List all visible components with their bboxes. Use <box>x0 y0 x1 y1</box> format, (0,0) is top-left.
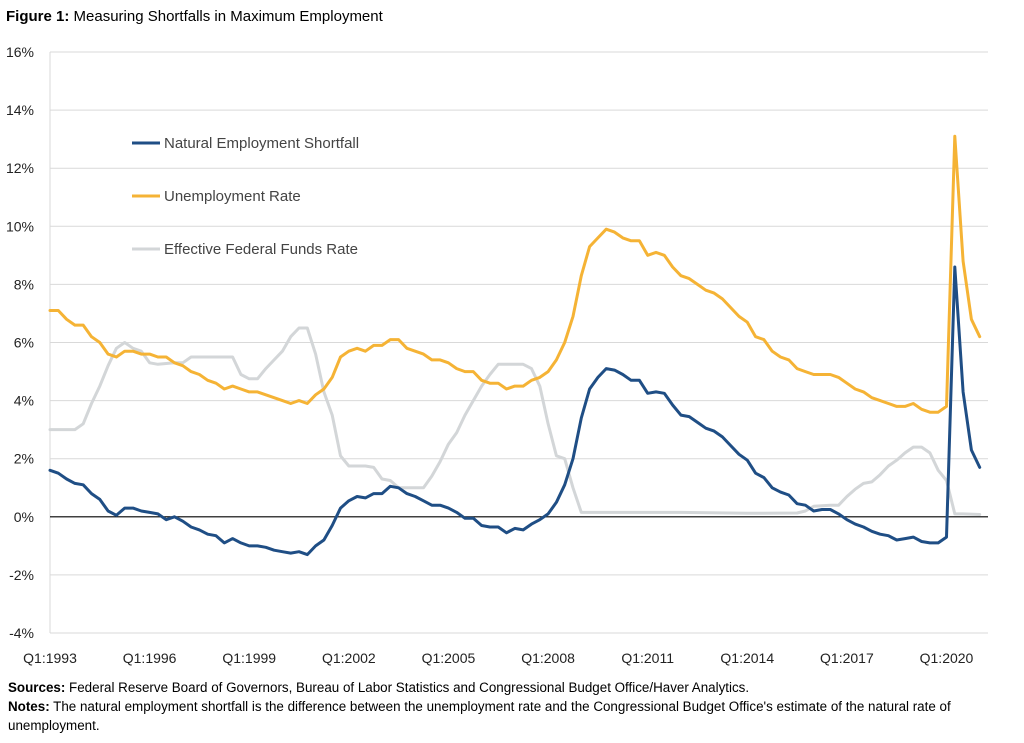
gridlines <box>49 51 988 634</box>
y-tick-label: 14% <box>6 102 34 118</box>
x-tick-label: Q1:2020 <box>920 650 974 666</box>
series-lines <box>48 134 982 557</box>
x-tick-label: Q1:1999 <box>222 650 276 666</box>
x-tick-label: Q1:2002 <box>322 650 376 666</box>
y-tick-label: 6% <box>14 335 34 351</box>
y-tick-label: 10% <box>6 218 34 234</box>
notes-label: Notes: <box>8 699 50 714</box>
footer-notes: Sources: Federal Reserve Board of Govern… <box>8 678 1013 735</box>
series-line-unemployment <box>48 134 982 414</box>
x-tick-label: Q1:2017 <box>820 650 874 666</box>
sources-line: Sources: Federal Reserve Board of Govern… <box>8 678 1013 697</box>
x-tick-label: Q1:2011 <box>621 650 674 666</box>
sources-text: Federal Reserve Board of Governors, Bure… <box>69 680 750 695</box>
y-tick-label: -4% <box>9 625 34 641</box>
series-line-shortfall <box>48 265 982 557</box>
y-tick-label: 8% <box>14 276 34 292</box>
y-tick-label: 0% <box>14 509 34 525</box>
y-tick-label: 4% <box>14 393 34 409</box>
legend: Natural Employment Shortfall Unemployment… <box>132 135 359 258</box>
x-tick-label: Q1:1993 <box>23 650 77 666</box>
legend-label-unemployment: Unemployment Rate <box>164 188 301 205</box>
y-axis-ticks: -4% -2% 0% 2% 4% 6% 8% 10% 12% 14% 16% <box>6 44 34 641</box>
x-tick-label: Q1:2005 <box>422 650 476 666</box>
line-chart: -4%-2%0%2%4%6%8%10%12%14%16% Q1:1993 Q1:1… <box>6 44 988 666</box>
figure-title-text: Measuring Shortfalls in Maximum Employme… <box>73 8 383 25</box>
x-tick-label: Q1:1996 <box>123 650 177 666</box>
notes-line: Notes: The natural employment shortfall … <box>8 697 1013 735</box>
sources-label: Sources: <box>8 680 66 695</box>
y-tick-label: -2% <box>9 567 34 583</box>
x-tick-label: Q1:2008 <box>521 650 575 666</box>
y-tick-label: 12% <box>6 160 34 176</box>
x-tick-label: Q1:2014 <box>720 650 774 666</box>
x-axis-ticks: Q1:1993 Q1:1996 Q1:1999 Q1:2002 Q1:2005 Q1:20… <box>23 650 973 666</box>
series-line-fedfunds <box>48 326 982 516</box>
notes-text: The natural employment shortfall is the … <box>8 699 951 733</box>
y-tick-label: 16% <box>6 44 34 60</box>
legend-label-fedfunds: Effective Federal Funds Rate <box>164 241 358 258</box>
legend-label-shortfall: Natural Employment Shortfall <box>164 135 359 152</box>
figure-label: Figure 1: <box>6 8 70 25</box>
y-tick-label: 2% <box>14 451 34 467</box>
figure-title: Figure 1: Measuring Shortfalls in Maximu… <box>6 8 383 25</box>
